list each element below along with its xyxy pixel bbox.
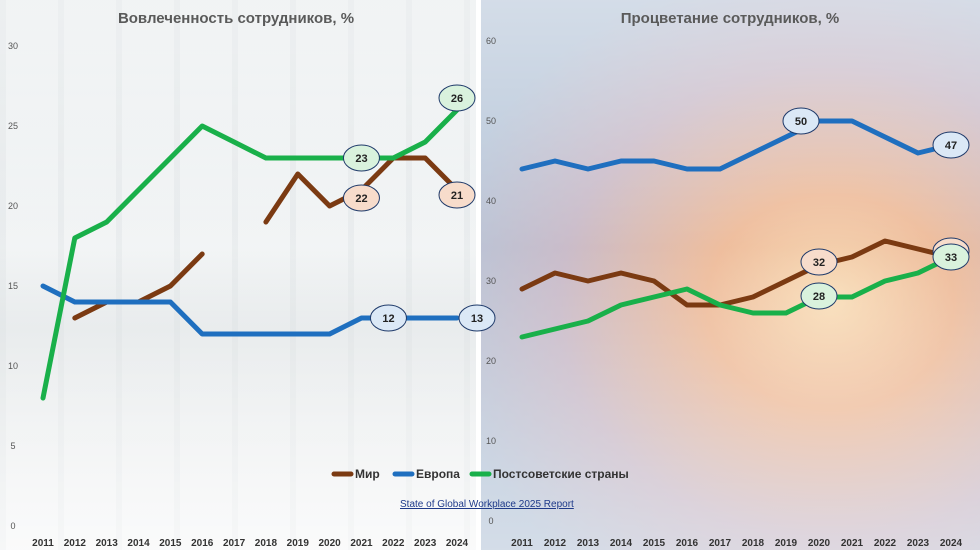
data-label: 23 [355,153,367,165]
legend-label: Мир [355,467,380,481]
legend-label: Постсоветские страны [493,467,629,481]
x-tick-label: 2021 [350,538,373,549]
data-label-bubble [438,181,476,209]
data-label: 33 [945,252,957,264]
x-tick-label: 2023 [414,538,437,549]
legend: Мир Европа Постсоветские страны [331,467,629,481]
x-tick-label: 2014 [610,538,633,549]
x-tick-label: 2024 [446,538,469,549]
data-label: 32 [813,257,825,269]
y-tick-label: 25 [8,121,18,131]
x-tick-label: 2020 [318,538,341,549]
panel-divider [476,0,481,550]
x-tick-label: 2021 [841,538,864,549]
data-label-bubble [932,131,970,159]
y-tick-label: 5 [10,441,15,451]
x-tick-label: 2016 [191,538,214,549]
x-tick-label: 2017 [709,538,732,549]
series-line-post-soviet [40,107,460,401]
engagement-chart: Вовлеченность сотрудников, % 0 5 10 15 20 25 30… [8,10,496,549]
y-tick-label: 10 [8,361,18,371]
y-tick-label: 20 [8,201,18,211]
data-label: 28 [813,291,825,303]
y-tick-label: 40 [486,196,496,206]
series-line-mir [72,251,205,321]
data-label-bubble [342,144,380,172]
data-label-bubble [800,248,838,276]
y-tick-label: 10 [486,436,496,446]
y-tick-label: 20 [486,356,496,366]
data-label: 13 [471,313,483,325]
x-tick-label: 2013 [96,538,119,549]
x-tick-label: 2022 [874,538,897,549]
x-tick-label: 2023 [907,538,930,549]
data-label: 12 [382,313,394,325]
data-label-bubble [438,84,476,112]
data-label-bubble [800,282,838,310]
x-tick-label: 2020 [808,538,831,549]
data-label: 21 [451,190,463,202]
x-tick-label: 2015 [643,538,666,549]
series-line-mir [519,238,954,308]
x-tick-label: 2012 [544,538,567,549]
x-tick-label: 2015 [159,538,182,549]
series-line-europe [519,118,954,172]
data-label-bubble [458,304,496,332]
x-tick-label: 2014 [127,538,150,549]
x-tick-label: 2016 [676,538,699,549]
series-line-post-soviet [519,254,954,340]
data-label-bubble [369,304,407,332]
data-label-bubble [342,184,380,212]
data-label: 26 [451,93,463,105]
data-label: 47 [945,140,957,152]
x-tick-label: 2019 [775,538,798,549]
data-label: 22 [355,193,367,205]
y-tick-label: 0 [488,516,493,526]
x-tick-label: 2011 [32,538,54,549]
x-tick-label: 2013 [577,538,600,549]
data-label-bubble [932,243,970,271]
y-tick-label: 50 [486,116,496,126]
chart-title: Вовлеченность сотрудников, % [118,10,354,27]
x-tick-label: 2012 [64,538,87,549]
y-tick-label: 15 [8,281,18,291]
legend-label: Европа [416,467,460,481]
chart-title: Процветание сотрудников, % [621,10,840,27]
engagement-background [0,0,476,550]
x-tick-label: 2024 [940,538,963,549]
x-tick-label: 2018 [255,538,278,549]
x-tick-label: 2022 [382,538,405,549]
y-tick-label: 30 [8,41,18,51]
source-credit-link[interactable]: State of Global Workplace 2025 Report [400,499,574,510]
x-tick-label: 2011 [511,538,533,549]
y-tick-label: 60 [486,36,496,46]
data-label: 50 [795,116,807,128]
y-tick-label: 0 [10,521,15,531]
thriving-chart: Процветание сотрудников, % 0 10 20 30 40 50 60 2… [486,10,970,549]
data-label-bubble [782,107,820,135]
x-tick-label: 2018 [742,538,765,549]
x-tick-label: 2017 [223,538,246,549]
y-tick-label: 30 [486,276,496,286]
x-tick-label: 2019 [287,538,310,549]
office-photo-background [0,0,476,550]
